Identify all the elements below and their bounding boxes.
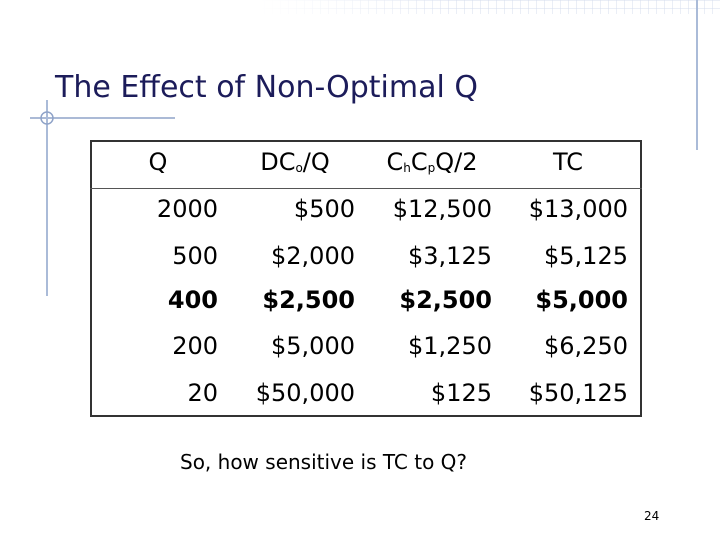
header-cell: ChCpQ/2	[386, 148, 477, 176]
header-text: C	[410, 148, 428, 176]
table-border	[90, 140, 642, 417]
table-cell: $13,000	[528, 195, 628, 223]
header-cell: DCo/Q	[260, 148, 330, 176]
header-text: Q/2	[435, 148, 478, 176]
header-cell: Q	[149, 148, 168, 176]
question: So, how sensitive is TC to Q?	[180, 450, 468, 474]
table-cell: 500	[172, 242, 218, 270]
table-cell: $5,000	[535, 286, 628, 314]
table-cell: $1,250	[408, 332, 492, 360]
title: The Effect of Non-Optimal Q	[55, 70, 478, 105]
table-cell: $5,000	[271, 332, 355, 360]
header-text: /Q	[302, 148, 330, 176]
header-cell: TC	[553, 148, 583, 176]
page-number: 24	[644, 509, 660, 523]
table-cell: $2,500	[262, 286, 355, 314]
table-cell: $6,250	[544, 332, 628, 360]
header-text: o	[295, 161, 303, 175]
header-text: TC	[552, 148, 584, 176]
table-cell: 20	[187, 379, 218, 407]
header-text: p	[427, 161, 436, 175]
header-text: C	[386, 148, 404, 176]
header-text: DC	[260, 148, 296, 176]
table-cell: $2,000	[271, 242, 355, 270]
table-cell: 400	[167, 286, 218, 314]
header-text: h	[403, 161, 411, 175]
table-cell: $2,500	[399, 286, 492, 314]
table-cell: $500	[293, 195, 355, 223]
table-cell: $3,125	[408, 242, 492, 270]
table-cell: $12,500	[392, 195, 492, 223]
table-cell: $5,125	[544, 242, 628, 270]
header-text: Q	[148, 148, 168, 176]
header-rule	[90, 188, 642, 189]
table-cell: $50,125	[528, 379, 628, 407]
table-cell: $125	[430, 379, 492, 407]
table-cell: 200	[172, 332, 218, 360]
table-cell: 2000	[156, 195, 218, 223]
table-cell: $50,000	[255, 379, 355, 407]
